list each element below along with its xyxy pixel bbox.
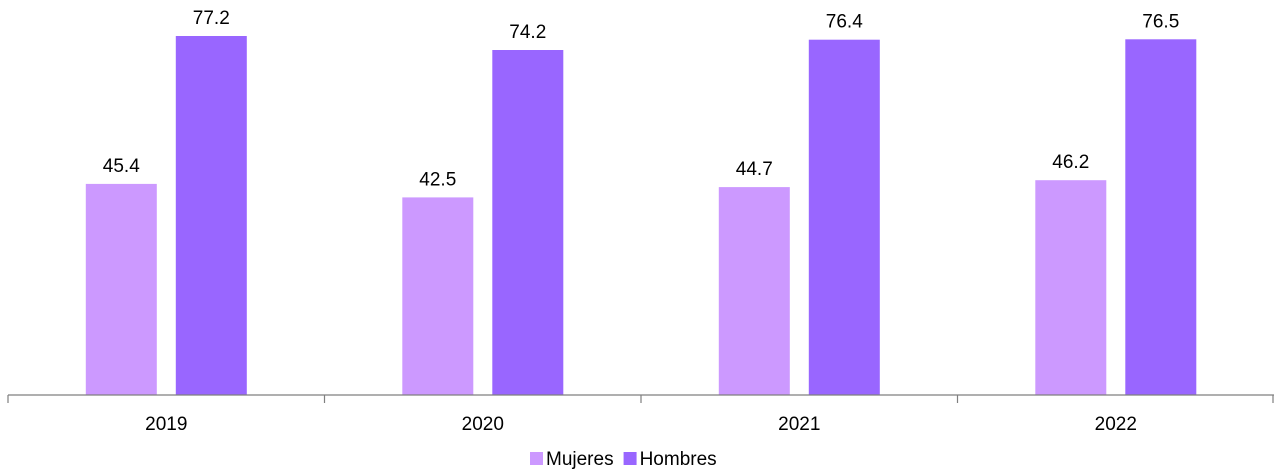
data-label-mujeres-2022: 46.2 — [1052, 152, 1089, 173]
legend-label-hombres: Hombres — [640, 449, 717, 470]
legend-label-mujeres: Mujeres — [546, 449, 614, 470]
data-label-hombres-2019: 77.2 — [193, 8, 230, 29]
data-label-mujeres-2020: 42.5 — [419, 169, 456, 190]
x-tick-label-2022: 2022 — [1095, 414, 1137, 435]
value-labels-layer: 45.4 77.2 42.5 74.2 44.7 76.4 46.2 76.5 — [103, 8, 1179, 190]
bar-mujeres-2019 — [85, 183, 157, 395]
bar-hombres-2022 — [1125, 39, 1197, 396]
data-label-hombres-2020: 74.2 — [509, 22, 546, 43]
legend-swatch-hombres — [623, 452, 637, 465]
legend-swatch-mujeres — [530, 452, 543, 465]
bar-mujeres-2022 — [1035, 180, 1107, 395]
bar-mujeres-2020 — [402, 197, 474, 395]
data-label-hombres-2021: 76.4 — [826, 12, 863, 33]
data-label-mujeres-2021: 44.7 — [736, 159, 773, 180]
x-tick-label-2021: 2021 — [778, 414, 820, 435]
x-axis-ticks — [7, 395, 1274, 403]
legend: Mujeres Hombres — [530, 449, 717, 470]
bars-layer — [85, 36, 1197, 396]
x-tick-label-2020: 2020 — [462, 414, 504, 435]
bar-hombres-2019 — [175, 36, 247, 395]
bar-mujeres-2021 — [718, 187, 790, 395]
data-label-hombres-2022: 76.5 — [1142, 11, 1179, 32]
data-label-mujeres-2019: 45.4 — [103, 156, 140, 177]
bar-hombres-2020 — [492, 50, 564, 395]
x-axis-tick-labels: 2019 2020 2021 2022 — [145, 414, 1137, 435]
bar-hombres-2021 — [808, 39, 880, 395]
x-tick-label-2019: 2019 — [145, 414, 187, 435]
